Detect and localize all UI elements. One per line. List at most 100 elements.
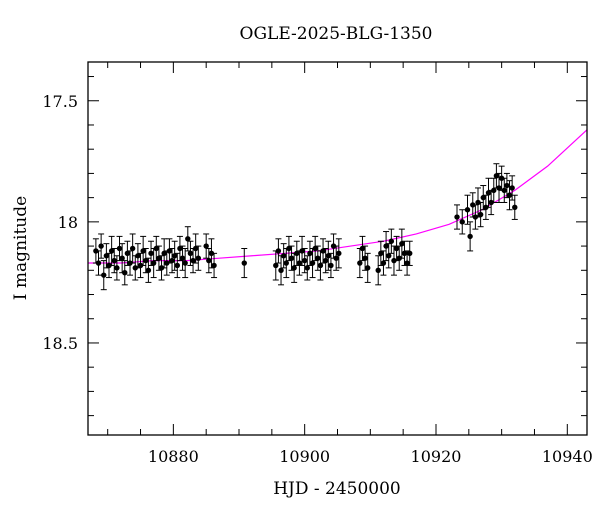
data-point <box>150 248 157 279</box>
data-point <box>187 240 194 266</box>
y-axis-label: I magnitude <box>11 196 31 300</box>
data-point <box>111 248 118 274</box>
data-marker <box>195 255 202 261</box>
data-point <box>169 248 176 274</box>
data-marker <box>322 257 329 264</box>
plot-frame <box>87 61 588 436</box>
data-point <box>314 245 321 271</box>
data-marker <box>401 250 408 257</box>
data-marker <box>161 250 167 257</box>
x-tick-label: 10880 <box>148 447 199 466</box>
data-marker <box>336 250 342 257</box>
data-point <box>272 250 279 281</box>
data-point <box>116 235 123 262</box>
data-point <box>205 248 212 274</box>
data-marker <box>150 260 157 266</box>
data-marker <box>467 233 473 240</box>
y-tick-labels: 17.5 18 18.5 <box>42 92 78 353</box>
data-marker <box>404 260 410 266</box>
data-marker <box>496 185 502 191</box>
data-marker <box>286 245 292 252</box>
data-marker <box>116 245 123 252</box>
data-marker <box>98 243 104 249</box>
data-point <box>179 245 186 271</box>
data-marker <box>211 262 217 269</box>
data-point <box>129 233 136 264</box>
data-marker <box>493 173 500 179</box>
data-marker <box>301 257 308 264</box>
data-point <box>501 177 508 203</box>
data-marker <box>278 267 284 273</box>
data-point <box>356 248 363 279</box>
data-marker <box>101 272 107 278</box>
data-marker <box>501 187 507 194</box>
data-point <box>293 240 300 266</box>
data-marker <box>288 255 295 261</box>
data-marker <box>182 260 188 266</box>
data-point <box>275 238 282 264</box>
data-point <box>322 248 329 274</box>
data-point <box>327 252 334 279</box>
data-point <box>153 235 160 262</box>
data-marker <box>190 257 196 264</box>
data-marker <box>95 260 102 266</box>
data-point <box>320 238 327 264</box>
data-point <box>142 248 149 274</box>
data-marker <box>111 257 117 264</box>
data-marker <box>140 248 146 254</box>
data-marker <box>491 187 497 194</box>
data-point <box>174 252 181 279</box>
data-marker <box>459 219 465 225</box>
x-axis-label: HJD - 2450000 <box>273 479 401 499</box>
data-marker <box>280 253 287 259</box>
data-point <box>388 228 395 254</box>
data-marker <box>153 245 159 252</box>
data-point <box>401 240 408 266</box>
data-marker <box>320 248 326 254</box>
data-point <box>304 255 311 281</box>
data-point <box>119 243 126 274</box>
data-marker <box>365 265 371 271</box>
data-marker <box>174 262 180 269</box>
data-point <box>362 245 369 271</box>
data-point <box>375 255 382 286</box>
y-tick-label: 18.5 <box>42 334 78 353</box>
data-point <box>195 245 202 271</box>
data-point <box>98 233 105 259</box>
data-point <box>291 252 298 283</box>
data-marker <box>192 245 199 252</box>
data-point <box>404 250 411 276</box>
data-marker <box>407 250 413 257</box>
data-marker <box>275 248 282 254</box>
data-point <box>511 194 518 220</box>
data-point <box>406 240 413 266</box>
data-marker <box>357 260 363 266</box>
data-point <box>464 194 471 225</box>
data-marker <box>185 236 191 242</box>
data-point <box>203 233 210 259</box>
data-point <box>503 172 510 199</box>
data-point <box>477 201 484 228</box>
data-marker <box>312 245 318 252</box>
data-marker <box>304 265 310 271</box>
data-marker <box>504 182 510 189</box>
data-marker <box>135 253 141 259</box>
data-marker <box>378 250 384 257</box>
data-marker <box>145 267 152 273</box>
data-marker <box>291 265 297 271</box>
data-point <box>493 163 500 189</box>
data-marker <box>129 245 136 252</box>
data-marker <box>362 255 368 261</box>
data-marker <box>509 185 515 191</box>
data-marker <box>307 250 313 257</box>
chart-title: OGLE-2025-BLG-1350 <box>240 24 433 44</box>
data-marker <box>299 248 305 254</box>
data-point <box>121 260 128 286</box>
data-marker <box>273 262 279 269</box>
data-marker <box>388 238 395 244</box>
data-point <box>301 248 308 274</box>
data-marker <box>454 214 460 220</box>
data-marker <box>333 255 339 261</box>
data-marker <box>124 250 131 257</box>
data-marker <box>464 207 471 213</box>
